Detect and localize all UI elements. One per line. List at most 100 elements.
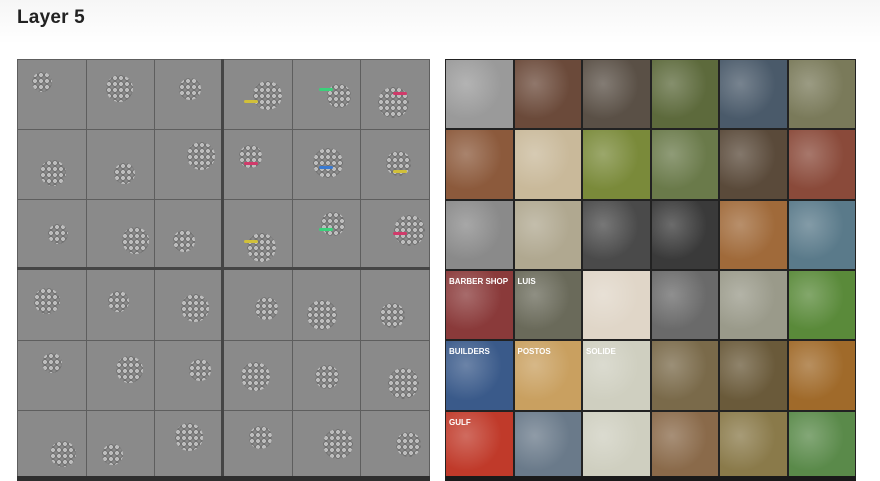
- image-patch: [788, 130, 855, 199]
- image-patch: [651, 200, 718, 269]
- feature-visualization-cell: [86, 130, 155, 200]
- image-patch: [720, 60, 787, 129]
- image-patch: [720, 271, 787, 340]
- feature-pattern: [121, 227, 149, 255]
- quadrant-divider-horizontal: [17, 267, 430, 270]
- image-patch: [651, 130, 718, 199]
- feature-pattern: [240, 361, 270, 391]
- feature-visualization-cell: [361, 410, 429, 480]
- feature-visualization-cell: [361, 130, 429, 200]
- image-patch: [788, 341, 855, 410]
- feature-streak: [393, 232, 408, 236]
- image-patch: [446, 130, 513, 199]
- feature-visualization-cell: [18, 270, 86, 340]
- feature-pattern: [248, 425, 272, 449]
- feature-streak: [318, 166, 333, 170]
- feature-pattern: [115, 355, 143, 383]
- feature-visualization-cell: [18, 200, 86, 270]
- image-patch: [651, 411, 718, 480]
- image-patch: SOLIDE: [583, 341, 650, 410]
- feature-pattern: [322, 428, 353, 459]
- feature-visualization-cell: [361, 60, 429, 130]
- image-patch: [788, 411, 855, 480]
- feature-visualization-cell: [86, 270, 155, 340]
- deconvolution-grid-border: [17, 476, 430, 481]
- image-patch: [788, 60, 855, 129]
- image-patch-grid: BARBER SHOP LUIS BUILDERS POSTOS SOLIDE GULF: [445, 59, 856, 481]
- feature-pattern: [179, 78, 202, 100]
- feature-visualization-cell: [18, 410, 86, 480]
- image-patch: [720, 341, 787, 410]
- feature-pattern: [42, 352, 62, 373]
- feature-pattern: [314, 364, 339, 389]
- feature-pattern: [396, 431, 422, 457]
- image-patch: [651, 271, 718, 340]
- feature-pattern: [189, 358, 212, 381]
- feature-visualization-cell: [292, 200, 361, 270]
- feature-visualization-cell: [223, 270, 292, 340]
- feature-pattern: [34, 288, 60, 315]
- image-patch: BARBER SHOP: [446, 271, 513, 340]
- image-patch-text: SOLIDE: [586, 347, 616, 357]
- feature-pattern: [175, 422, 204, 451]
- feature-visualization-cell: [292, 340, 361, 410]
- image-patch: [583, 130, 650, 199]
- image-patch: [720, 130, 787, 199]
- feature-pattern: [40, 160, 66, 187]
- image-patch: [514, 130, 581, 199]
- feature-visualization-cell: [155, 270, 223, 340]
- feature-visualization-cell: [223, 60, 292, 130]
- feature-visualization-cell: [155, 200, 223, 270]
- feature-pattern: [181, 294, 210, 323]
- image-patch: [514, 60, 581, 129]
- feature-visualization-cell: [155, 410, 223, 480]
- image-patch: [583, 411, 650, 480]
- feature-pattern: [380, 303, 406, 329]
- image-patch: [720, 200, 787, 269]
- image-patch: [583, 200, 650, 269]
- feature-visualization-cell: [86, 200, 155, 270]
- image-patch: [788, 271, 855, 340]
- image-patch-grid-border: [445, 476, 856, 481]
- feature-visualization-cell: [18, 60, 86, 130]
- feature-streak: [318, 88, 333, 91]
- image-patch: [583, 271, 650, 340]
- image-patch: LUIS: [514, 271, 581, 340]
- feature-pattern: [48, 224, 68, 245]
- feature-pattern: [252, 81, 282, 110]
- image-patch-text: BARBER SHOP: [449, 277, 509, 286]
- feature-pattern: [113, 163, 135, 185]
- image-patch: BUILDERS: [446, 341, 513, 410]
- feature-visualization-cell: [155, 130, 223, 200]
- feature-visualization-cell: [361, 270, 429, 340]
- feature-visualization-cell: [18, 130, 86, 200]
- image-patch-text: GULF: [449, 417, 471, 427]
- image-patch: [788, 200, 855, 269]
- image-patch: [514, 200, 581, 269]
- feature-pattern: [50, 440, 76, 467]
- deconvolution-grid: [17, 59, 430, 481]
- feature-pattern: [105, 75, 133, 102]
- feature-visualization-cell: [86, 340, 155, 410]
- feature-visualization-cell: [292, 130, 361, 200]
- feature-visualization-cell: [223, 410, 292, 480]
- feature-pattern: [173, 230, 196, 253]
- feature-pattern: [246, 233, 276, 263]
- image-patch-text: LUIS: [517, 277, 536, 286]
- quadrant-divider-vertical: [221, 59, 224, 481]
- image-patch: [651, 60, 718, 129]
- feature-pattern: [107, 291, 129, 313]
- feature-visualization-cell: [223, 200, 292, 270]
- image-patch-text: BUILDERS: [449, 347, 490, 357]
- feature-streak: [243, 162, 258, 166]
- feature-visualization-cell: [155, 60, 223, 130]
- feature-pattern: [101, 443, 123, 465]
- feature-visualization-cell: [86, 410, 155, 480]
- feature-visualization-cell: [292, 270, 361, 340]
- image-patch: GULF: [446, 411, 513, 480]
- header-band: [0, 0, 880, 44]
- feature-pattern: [388, 367, 420, 399]
- feature-visualization-cell: [223, 340, 292, 410]
- feature-visualization-cell: [155, 340, 223, 410]
- feature-pattern: [254, 297, 278, 321]
